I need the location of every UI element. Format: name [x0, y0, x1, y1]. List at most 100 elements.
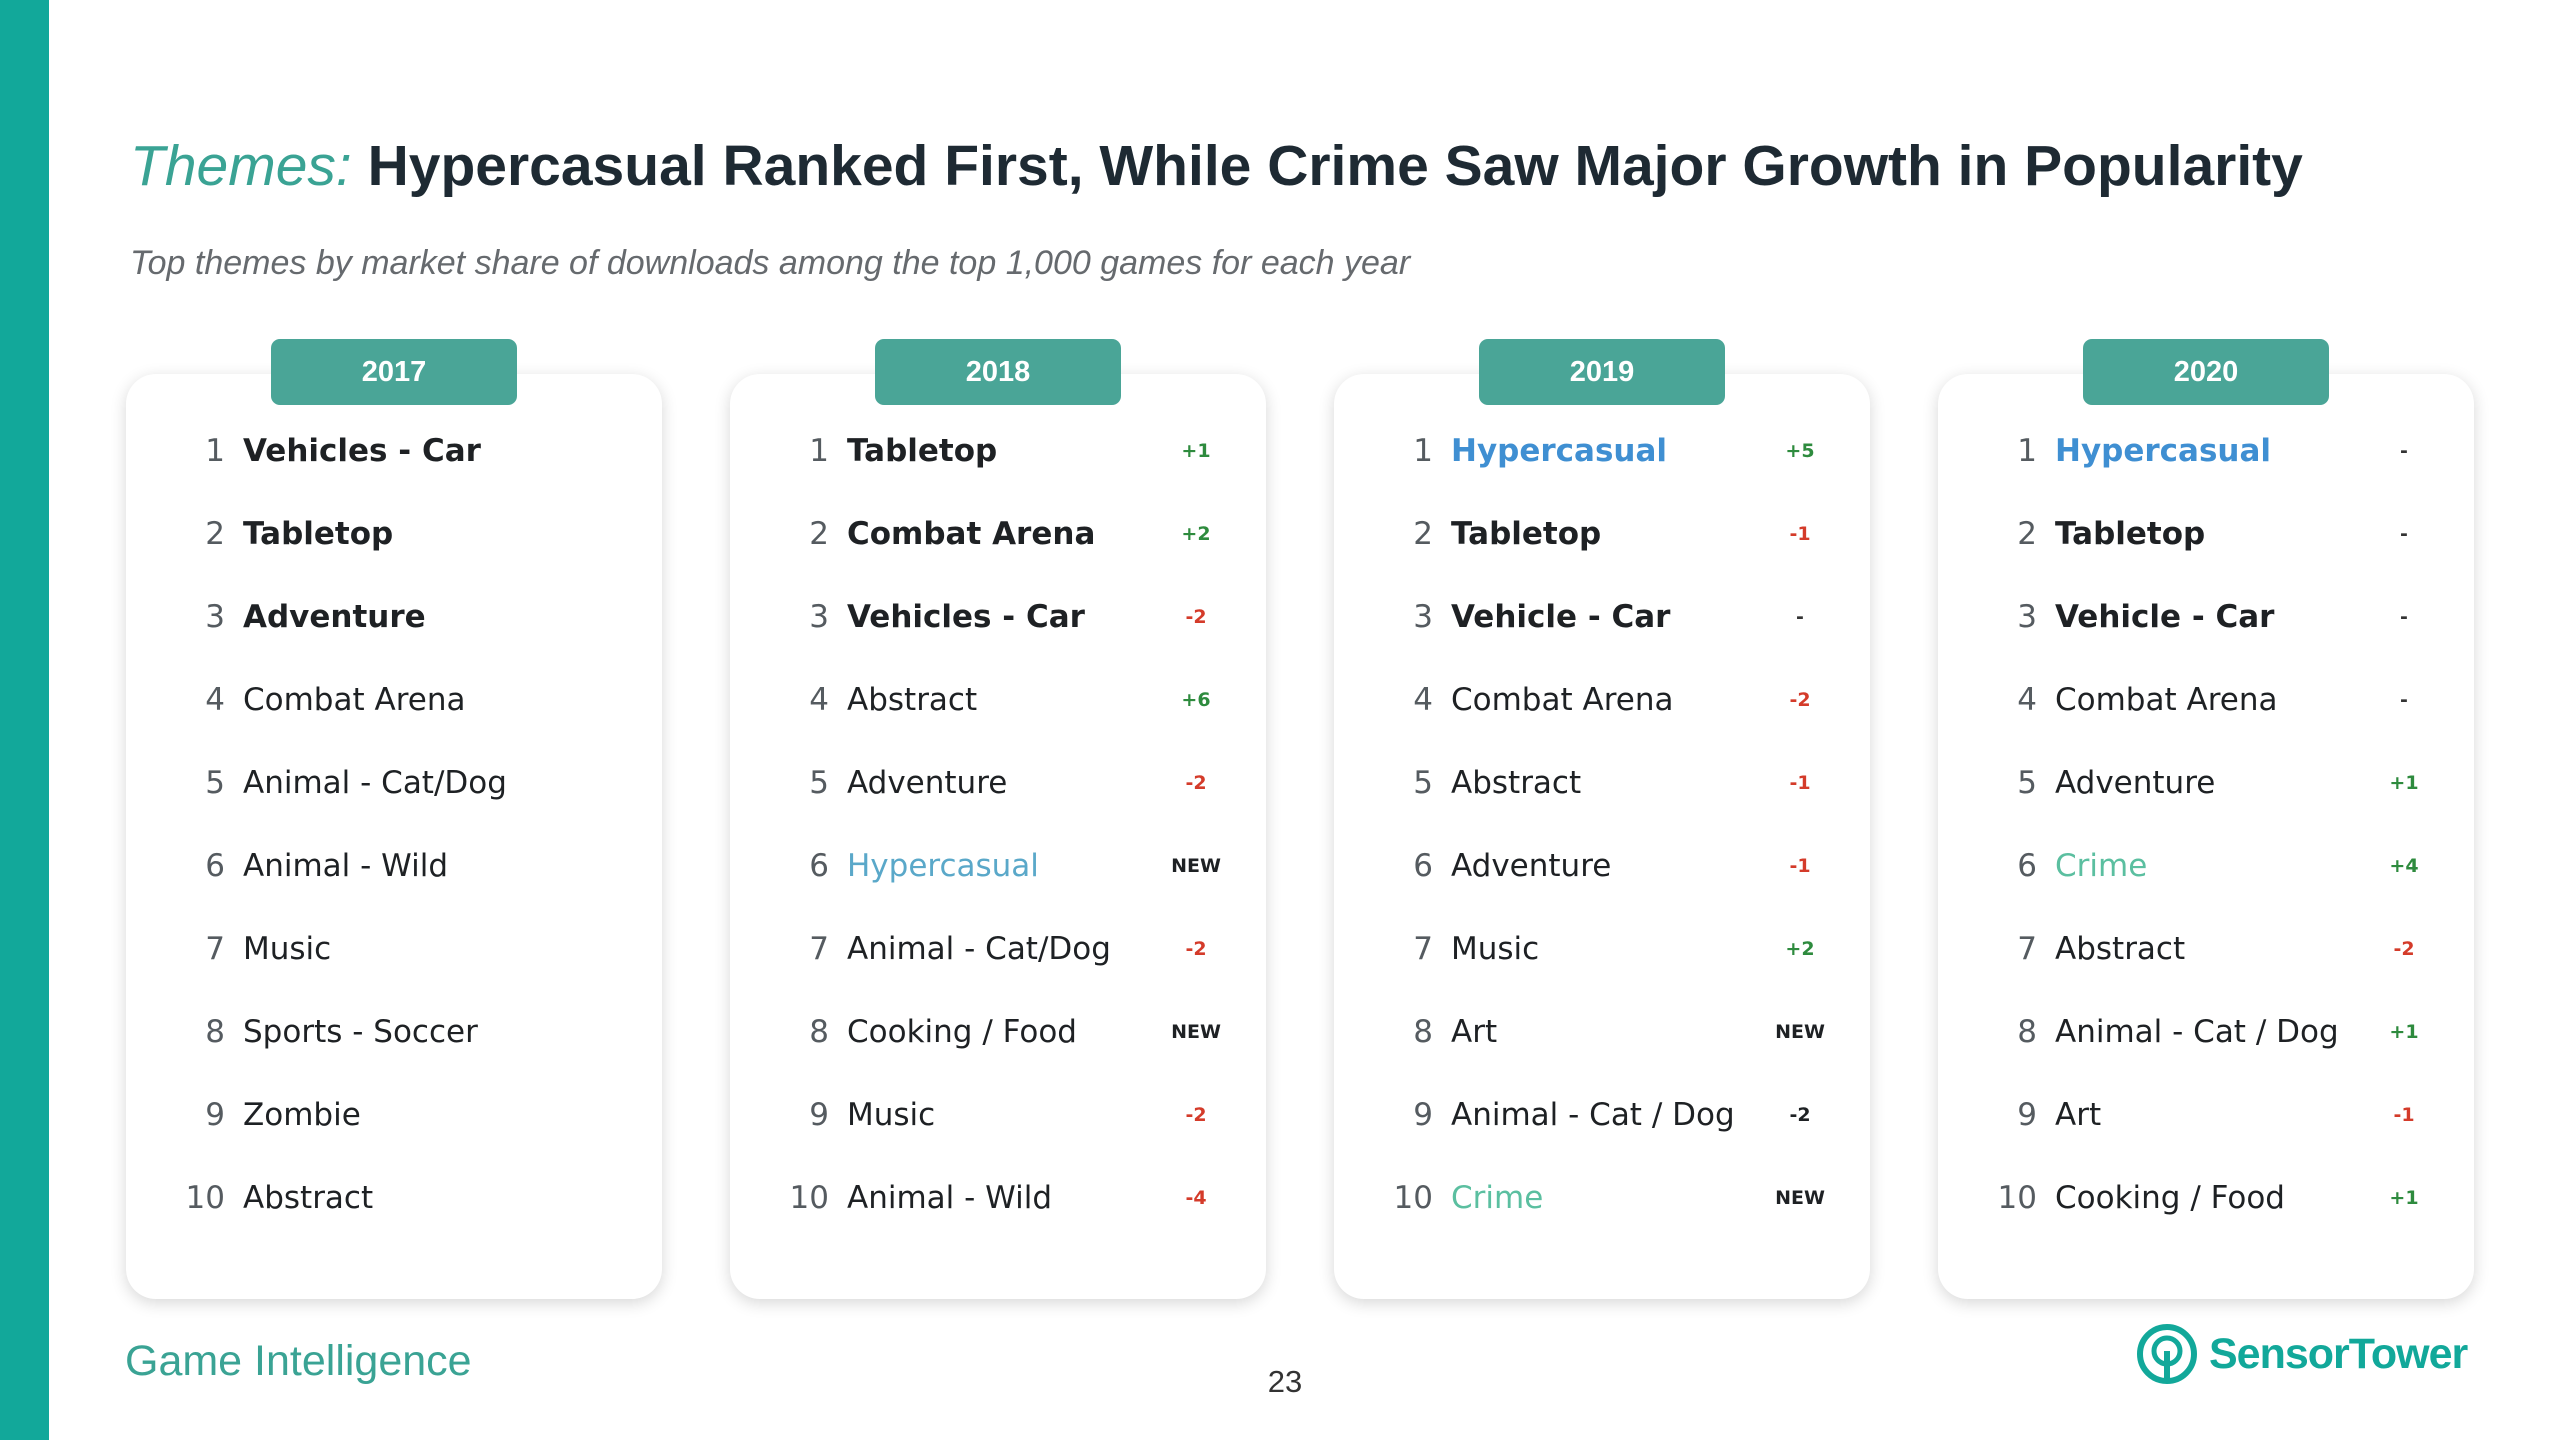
- rank-number: 6: [205, 848, 225, 884]
- theme-name: Animal - Cat/Dog: [243, 765, 507, 801]
- table-row: 7 Music: [126, 910, 662, 993]
- year-tab-2019: 2019: [1479, 339, 1725, 405]
- rank-number: 5: [809, 765, 829, 801]
- table-row: 4 Combat Arena: [126, 661, 662, 744]
- rank-number: 6: [1413, 848, 1433, 884]
- table-row: 4 Abstract +6: [730, 661, 1266, 744]
- table-row: 10 Crime NEW: [1334, 1159, 1870, 1242]
- table-row: 1 Hypercasual +5: [1334, 412, 1870, 495]
- rank-number: 8: [1413, 1014, 1433, 1050]
- theme-name: Crime: [1451, 1180, 1544, 1216]
- table-row: 3 Vehicle - Car -: [1334, 578, 1870, 661]
- rank-change: NEW: [1775, 1021, 1825, 1043]
- theme-name: Adventure: [243, 599, 426, 635]
- theme-name: Animal - Cat / Dog: [2055, 1014, 2339, 1050]
- slide-subtitle: Top themes by market share of downloads …: [130, 244, 1411, 282]
- table-row: 2 Tabletop -1: [1334, 495, 1870, 578]
- theme-name: Hypercasual: [847, 848, 1039, 884]
- rank-change: -1: [2393, 1104, 2415, 1126]
- rank-number: 3: [809, 599, 829, 635]
- year-tab-2017: 2017: [271, 339, 517, 405]
- theme-name: Zombie: [243, 1097, 361, 1133]
- theme-name: Animal - Wild: [847, 1180, 1053, 1216]
- sensortower-logo-icon: [2137, 1324, 2197, 1384]
- theme-name: Animal - Cat / Dog: [1451, 1097, 1735, 1133]
- theme-name: Vehicle - Car: [1451, 599, 1671, 635]
- rank-number: 10: [789, 1180, 829, 1216]
- title-prefix: Themes:: [130, 134, 352, 198]
- rank-number: 4: [205, 682, 225, 718]
- rank-number: 4: [1413, 682, 1433, 718]
- year-tab-2018: 2018: [875, 339, 1121, 405]
- rank-change: +6: [1181, 689, 1211, 711]
- table-row: 6 Hypercasual NEW: [730, 827, 1266, 910]
- rank-change: -2: [1185, 606, 1207, 628]
- theme-name: Tabletop: [243, 516, 394, 552]
- theme-list: 1 Hypercasual +5 2 Tabletop -1 3 Vehicle - Ca…: [1334, 412, 1870, 1242]
- table-row: 2 Combat Arena +2: [730, 495, 1266, 578]
- rank-number: 7: [205, 931, 225, 967]
- theme-list: 1 Hypercasual - 2 Tabletop - 3 Vehicle - Car -…: [1938, 412, 2474, 1242]
- rank-change: -1: [1789, 772, 1811, 794]
- theme-name: Abstract: [1451, 765, 1582, 801]
- theme-name: Vehicle - Car: [2055, 599, 2275, 635]
- rank-change: -: [2400, 523, 2408, 545]
- rank-number: 3: [2017, 599, 2037, 635]
- theme-name: Music: [847, 1097, 936, 1133]
- footer-label: Game Intelligence: [125, 1337, 472, 1385]
- theme-name: Hypercasual: [1451, 433, 1668, 469]
- table-row: 6 Animal - Wild: [126, 827, 662, 910]
- theme-name: Cooking / Food: [2055, 1180, 2285, 1216]
- theme-name: Abstract: [243, 1180, 374, 1216]
- theme-name: Vehicles - Car: [243, 433, 481, 469]
- table-row: 5 Abstract -1: [1334, 744, 1870, 827]
- theme-name: Abstract: [847, 682, 978, 718]
- rank-number: 10: [1997, 1180, 2037, 1216]
- rank-number: 9: [809, 1097, 829, 1133]
- rank-change: -1: [1789, 523, 1811, 545]
- table-row: 3 Vehicles - Car -2: [730, 578, 1266, 661]
- theme-name: Combat Arena: [243, 682, 466, 718]
- rank-change: +2: [1181, 523, 1211, 545]
- rank-number: 1: [205, 433, 225, 469]
- rank-number: 5: [205, 765, 225, 801]
- theme-card-2017: 1 Vehicles - Car 2 Tabletop 3 Adventure 4 Co…: [126, 374, 662, 1299]
- rank-number: 8: [809, 1014, 829, 1050]
- rank-change: +1: [2389, 1187, 2419, 1209]
- theme-name: Combat Arena: [1451, 682, 1674, 718]
- title-main: Hypercasual Ranked First, While Crime Sa…: [367, 134, 2303, 198]
- theme-name: Vehicles - Car: [847, 599, 1085, 635]
- rank-number: 7: [1413, 931, 1433, 967]
- table-row: 8 Sports - Soccer: [126, 993, 662, 1076]
- rank-change: -2: [2393, 938, 2415, 960]
- table-row: 8 Animal - Cat / Dog +1: [1938, 993, 2474, 1076]
- rank-change: +4: [2389, 855, 2419, 877]
- rank-change: -: [2400, 606, 2408, 628]
- table-row: 9 Animal - Cat / Dog -2: [1334, 1076, 1870, 1159]
- theme-name: Music: [1451, 931, 1540, 967]
- theme-card-2018: 1 Tabletop +1 2 Combat Arena +2 3 Vehicles - …: [730, 374, 1266, 1299]
- rank-number: 10: [1393, 1180, 1433, 1216]
- rank-change: -: [2400, 689, 2408, 711]
- sensortower-logo: SensorTower: [2135, 1319, 2468, 1389]
- rank-change: +5: [1785, 440, 1815, 462]
- rank-number: 2: [809, 516, 829, 552]
- logo-text: SensorTower: [2209, 1329, 2468, 1378]
- theme-name: Cooking / Food: [847, 1014, 1077, 1050]
- rank-number: 9: [2017, 1097, 2037, 1133]
- table-row: 5 Adventure -2: [730, 744, 1266, 827]
- theme-name: Hypercasual: [2055, 433, 2272, 469]
- table-row: 8 Art NEW: [1334, 993, 1870, 1076]
- theme-card-2020: 1 Hypercasual - 2 Tabletop - 3 Vehicle - Car -…: [1938, 374, 2474, 1299]
- theme-name: Adventure: [847, 765, 1008, 801]
- table-row: 5 Animal - Cat/Dog: [126, 744, 662, 827]
- table-row: 3 Adventure: [126, 578, 662, 661]
- rank-number: 8: [205, 1014, 225, 1050]
- rank-change: -4: [1185, 1187, 1207, 1209]
- table-row: 2 Tabletop: [126, 495, 662, 578]
- table-row: 8 Cooking / Food NEW: [730, 993, 1266, 1076]
- theme-name: Tabletop: [1451, 516, 1602, 552]
- rank-change: +1: [2389, 1021, 2419, 1043]
- theme-name: Animal - Wild: [243, 848, 449, 884]
- table-row: 10 Abstract: [126, 1159, 662, 1242]
